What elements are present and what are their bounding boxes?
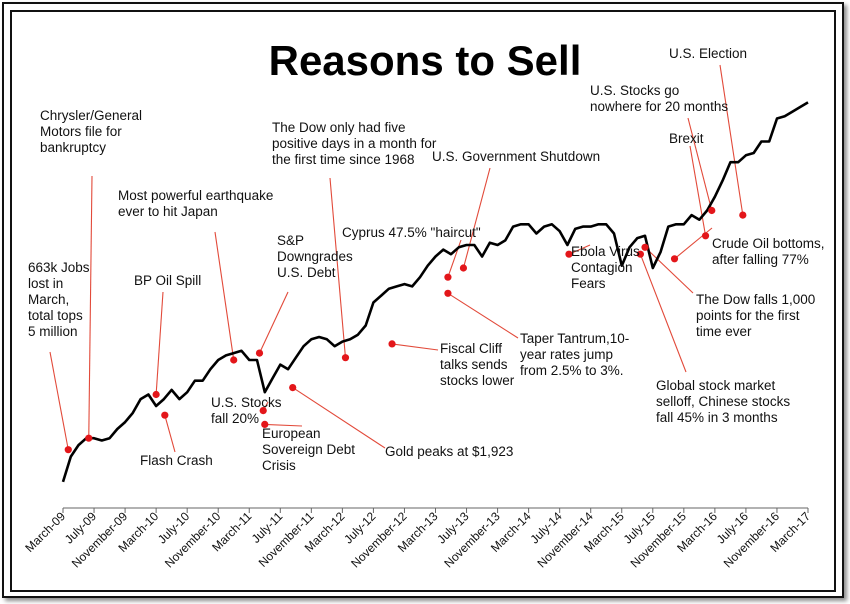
- event-marker: [708, 206, 716, 215]
- annotation-leader: [214, 231, 235, 361]
- event-marker: [230, 356, 238, 364]
- annotation-label: Fiscal Cliff talks sends stocks lower: [440, 341, 515, 388]
- event-marker: [444, 273, 452, 281]
- event-marker: [444, 289, 452, 297]
- event-marker: [459, 264, 468, 272]
- event-marker: [565, 250, 573, 258]
- event-marker: [701, 232, 710, 240]
- annotation-label: Taper Tantrum,10-year rates jump from 2.5…: [520, 331, 629, 378]
- annotation-leader: [689, 145, 707, 236]
- event-marker: [64, 446, 72, 454]
- annotation-label: Crude Oil bottoms, after falling 77%: [712, 236, 825, 267]
- chart-title: Reasons to Sell: [269, 37, 582, 84]
- annotation-label: U.S. Government Shutdown: [432, 149, 600, 164]
- event-marker: [388, 340, 396, 348]
- event-marker: [289, 384, 297, 392]
- annotation-label: BP Oil Spill: [134, 273, 201, 288]
- annotation-label: The Dow falls 1,000 points for the first t…: [696, 292, 815, 339]
- event-marker: [261, 420, 269, 428]
- index-price-line: [61, 101, 809, 483]
- annotation-leader: [391, 343, 439, 351]
- annotation-label: U.S. Election: [669, 46, 747, 61]
- annotation-leader: [49, 351, 69, 450]
- event-marker: [152, 390, 160, 399]
- event-marker: [641, 243, 649, 251]
- annotation-leader: [639, 254, 687, 373]
- annotation-label: U.S. Stocks go nowhere for 20 months: [590, 83, 728, 114]
- annotation-leader: [258, 291, 289, 354]
- series-layer: [61, 101, 809, 483]
- outer-border: [2, 2, 844, 598]
- annotation-label: 663k Jobs lost in March, total tops 5 millio…: [28, 260, 90, 339]
- annotation-label: Global stock market selloff, Chinese stoc…: [656, 378, 790, 425]
- annotation-leader: [329, 177, 347, 358]
- annotation-label: European Sovereign Debt Crisis: [262, 426, 355, 473]
- annotation-leader: [447, 239, 462, 278]
- annotation-label: Chrysler/General Motors file for bankruptc…: [40, 108, 142, 155]
- annotation-leader: [447, 292, 519, 339]
- event-marker: [636, 250, 644, 258]
- annotation-label: Ebola Virus Contagion Fears: [571, 244, 640, 291]
- annotation-label: The Dow only had five positive days in a …: [272, 120, 437, 167]
- event-marker: [255, 349, 264, 357]
- annotation-leader: [719, 64, 744, 216]
- annotation-label: Flash Crash: [140, 453, 213, 468]
- annotation-leader: [687, 117, 713, 211]
- annotation-label: Most powerful earthquake ever to hit Japa…: [118, 188, 273, 219]
- annotation-leader: [155, 291, 164, 395]
- annotation-labels: 663k Jobs lost in March, total tops 5 millio…: [28, 46, 825, 473]
- x-tick-label: March-09: [22, 509, 68, 555]
- annotation-leader: [88, 175, 93, 439]
- annotation-leader: [462, 167, 491, 269]
- annotation-leader: [164, 415, 176, 453]
- event-markers: [64, 206, 747, 454]
- annotation-label: U.S. Stocks fall 20%: [211, 395, 282, 426]
- annotation-label: S&P Downgrades U.S. Debt: [277, 233, 353, 280]
- annotation-label: Gold peaks at $1,923: [385, 444, 513, 459]
- event-marker: [670, 255, 679, 263]
- event-marker: [161, 411, 169, 419]
- event-marker: [85, 434, 93, 442]
- x-axis: March-09July-09November-09March-10July-1…: [22, 507, 813, 571]
- annotation-leader: [644, 246, 694, 294]
- event-marker: [739, 211, 747, 219]
- annotation-leader: [568, 244, 591, 255]
- event-marker: [259, 407, 267, 415]
- annotation-label: Cyprus 47.5% "haircut": [342, 225, 481, 240]
- event-marker: [341, 354, 350, 362]
- annotation-leader: [292, 387, 386, 449]
- annotation-label: Brexit: [669, 131, 704, 146]
- annotation-leader: [264, 423, 303, 427]
- inner-border: [10, 10, 836, 592]
